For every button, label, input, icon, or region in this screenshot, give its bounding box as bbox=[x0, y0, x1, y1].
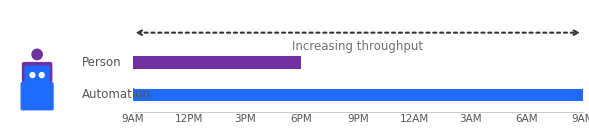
FancyBboxPatch shape bbox=[21, 83, 53, 110]
Text: Person: Person bbox=[82, 56, 122, 69]
Text: Increasing throughput: Increasing throughput bbox=[292, 40, 423, 53]
FancyBboxPatch shape bbox=[22, 63, 52, 82]
Text: Automation: Automation bbox=[82, 88, 151, 101]
Circle shape bbox=[32, 49, 42, 60]
FancyBboxPatch shape bbox=[25, 66, 49, 84]
Bar bbox=[133, 56, 302, 69]
Bar bbox=[133, 89, 583, 101]
Circle shape bbox=[30, 73, 35, 78]
Circle shape bbox=[39, 73, 44, 78]
